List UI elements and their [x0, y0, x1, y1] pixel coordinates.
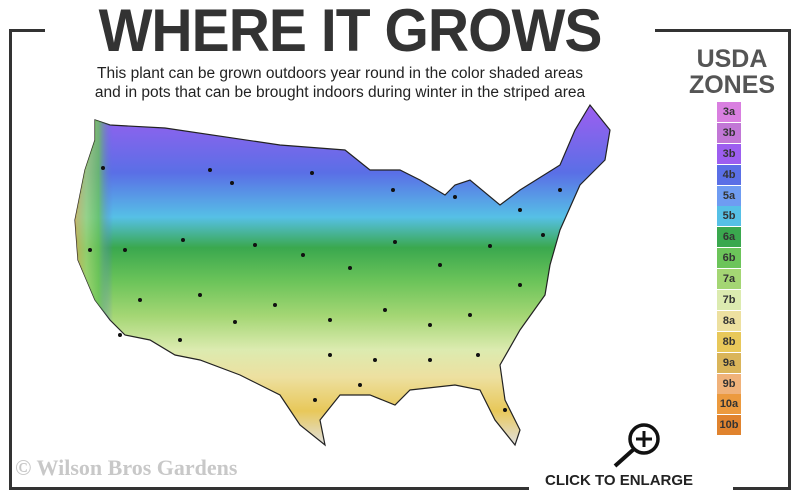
city-dot: [358, 383, 362, 387]
legend-zone-10b: 10b: [717, 415, 741, 436]
legend-zone-3b: 3b: [717, 122, 741, 143]
zone-legend: 3a 3b 3b 4b 5a 5b 6a 6b 7a 7b 8a 8b 9a 9b 10a 10b: [717, 102, 741, 436]
city-dot: [383, 308, 387, 312]
frame-border: [733, 487, 791, 490]
city-dot: [348, 266, 352, 270]
city-dot: [373, 358, 377, 362]
city-dot: [101, 166, 105, 170]
city-dot: [541, 233, 545, 237]
legend-title: USDA ZONES: [682, 46, 782, 98]
copyright-watermark: © Wilson Bros Gardens: [15, 455, 238, 480]
city-dot: [208, 168, 212, 172]
city-dots: [88, 166, 562, 412]
city-dot: [328, 353, 332, 357]
subtitle-line: This plant can be grown outdoors year ro…: [97, 65, 583, 82]
legend-zone-3b: 3b: [717, 143, 741, 164]
magnifier-plus-icon[interactable]: [605, 420, 665, 470]
city-dot: [313, 398, 317, 402]
page-title: WHERE IT GROWS: [98, 0, 603, 64]
legend-title-line: USDA: [696, 45, 768, 73]
subtitle-line: and in pots that can be brought indoors …: [94, 84, 586, 101]
legend-zone-5a: 5a: [717, 185, 741, 206]
legend-zone-6b: 6b: [717, 248, 741, 269]
city-dot: [118, 333, 122, 337]
legend-zone-7b: 7b: [717, 290, 741, 311]
legend-zone-3a: 3a: [717, 102, 741, 122]
click-to-enlarge-button[interactable]: CLICK TO ENLARGE: [545, 472, 694, 489]
legend-title-line: ZONES: [688, 71, 776, 99]
city-dot: [428, 323, 432, 327]
city-dot: [476, 353, 480, 357]
frame-border: [788, 29, 791, 490]
us-map-outline: [74, 103, 611, 447]
city-dot: [310, 171, 314, 175]
city-dot: [453, 195, 457, 199]
city-dot: [123, 248, 127, 252]
legend-zone-8b: 8b: [717, 331, 741, 352]
city-dot: [253, 243, 257, 247]
city-dot: [558, 188, 562, 192]
frame-border: [9, 29, 12, 490]
legend-zone-7a: 7a: [717, 269, 741, 290]
city-dot: [138, 298, 142, 302]
city-dot: [438, 263, 442, 267]
legend-zone-9a: 9a: [717, 352, 741, 373]
frame-border: [655, 29, 791, 32]
west-coast-zones: [75, 120, 170, 335]
city-dot: [503, 408, 507, 412]
legend-zone-4b: 4b: [717, 164, 741, 185]
city-dot: [273, 303, 277, 307]
legend-zone-5b: 5b: [717, 206, 741, 227]
legend-zone-6a: 6a: [717, 227, 741, 248]
city-dot: [88, 248, 92, 252]
city-dot: [518, 283, 522, 287]
frame-border: [9, 29, 45, 32]
city-dot: [391, 188, 395, 192]
legend-zone-8a: 8a: [717, 310, 741, 331]
city-dot: [468, 313, 472, 317]
legend-zone-10a: 10a: [717, 394, 741, 415]
city-dot: [178, 338, 182, 342]
city-dot: [181, 238, 185, 242]
legend-zone-9b: 9b: [717, 373, 741, 394]
city-dot: [393, 240, 397, 244]
city-dot: [328, 318, 332, 322]
city-dot: [518, 208, 522, 212]
city-dot: [233, 320, 237, 324]
city-dot: [198, 293, 202, 297]
city-dot: [488, 244, 492, 248]
city-dot: [301, 253, 305, 257]
city-dot: [428, 358, 432, 362]
frame-border: [9, 487, 529, 490]
city-dot: [230, 181, 234, 185]
subtitle: This plant can be grown outdoors year ro…: [40, 64, 640, 102]
